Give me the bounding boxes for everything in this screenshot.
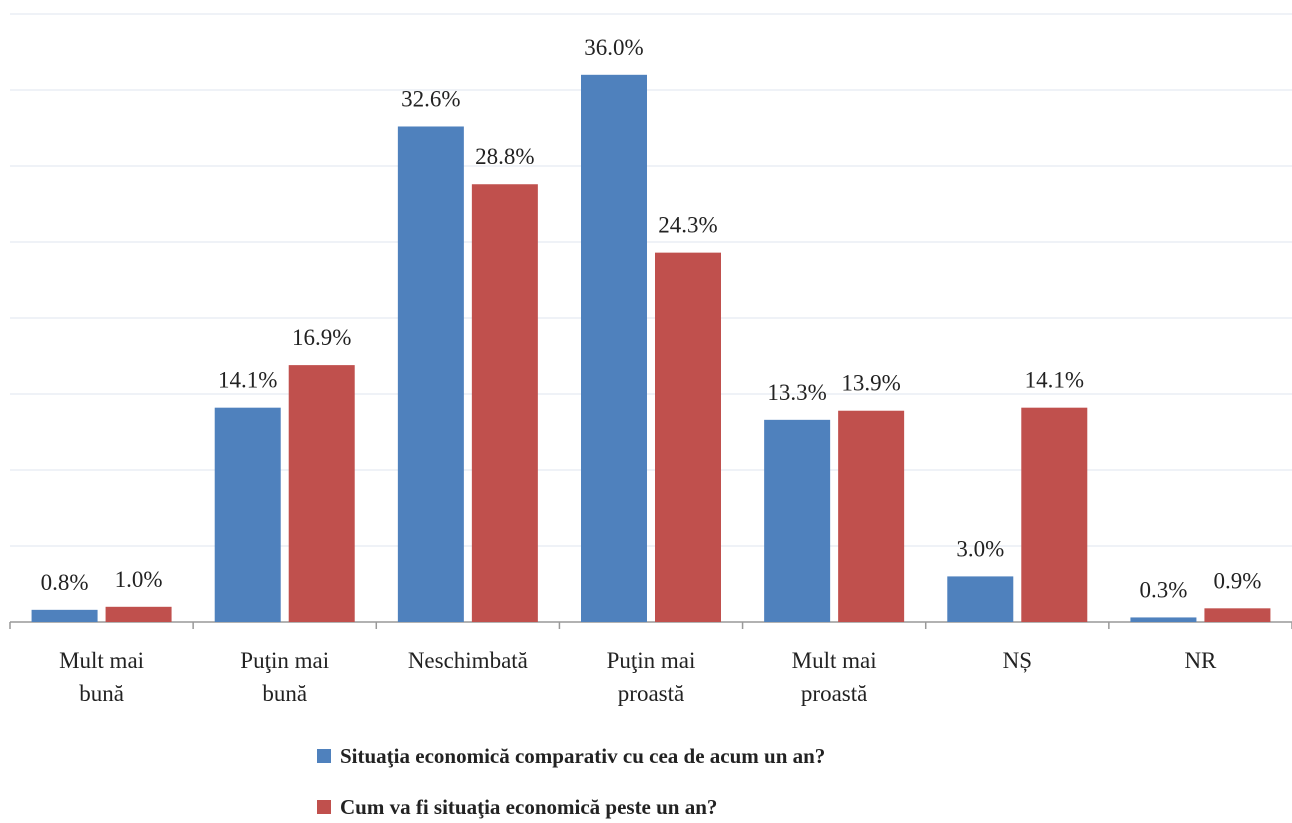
x-tick-label: Puţin mai proastă xyxy=(607,648,696,706)
data-label: 14.1% xyxy=(218,368,277,393)
x-tick-label: Mult mai proastă xyxy=(792,648,877,706)
bar xyxy=(31,609,98,622)
data-label: 1.0% xyxy=(115,567,163,592)
bar xyxy=(1021,407,1088,622)
data-label: 14.1% xyxy=(1025,368,1084,393)
bar xyxy=(288,365,355,622)
x-tick-label: Puţin mai bună xyxy=(240,648,329,706)
data-label: 3.0% xyxy=(956,536,1004,561)
data-label: 0.8% xyxy=(41,570,89,595)
x-tick-label: NȘ xyxy=(1003,648,1032,673)
bar xyxy=(764,419,831,622)
legend-swatch xyxy=(317,800,331,814)
bar xyxy=(1204,608,1271,622)
data-label: 16.9% xyxy=(292,325,351,350)
bar xyxy=(1130,617,1197,622)
x-tick-label: NR xyxy=(1184,648,1217,673)
data-label: 36.0% xyxy=(584,35,643,60)
data-label: 13.9% xyxy=(841,371,900,396)
legend-label: Cum va fi situaţia economică peste un an… xyxy=(340,795,717,819)
data-label: 0.9% xyxy=(1213,568,1261,593)
bar xyxy=(947,576,1014,622)
bar xyxy=(214,407,281,622)
data-label: 24.3% xyxy=(658,213,717,238)
bar xyxy=(655,252,721,622)
data-label: 32.6% xyxy=(401,86,460,111)
legend-swatch xyxy=(317,749,331,763)
bar xyxy=(838,410,905,622)
legend-label: Situaţia economică comparativ cu cea de … xyxy=(340,744,825,768)
data-label: 13.3% xyxy=(767,380,826,405)
x-tick-label: Neschimbată xyxy=(408,648,528,673)
data-label: 0.3% xyxy=(1139,577,1187,602)
bar xyxy=(397,126,464,622)
bar xyxy=(105,606,172,622)
bar xyxy=(471,184,538,623)
data-label: 28.8% xyxy=(475,144,534,169)
x-tick-label: Mult mai bună xyxy=(59,648,144,706)
bar xyxy=(581,74,647,623)
